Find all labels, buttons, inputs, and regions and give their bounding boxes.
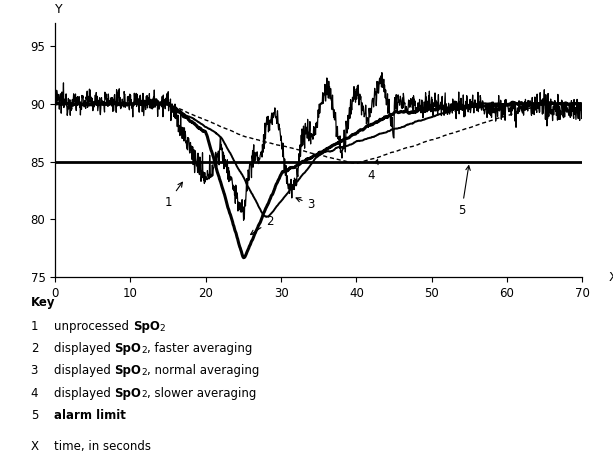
Text: 1: 1 — [31, 320, 38, 333]
Text: , faster averaging: , faster averaging — [147, 342, 253, 355]
Text: 4: 4 — [31, 387, 38, 400]
Text: , slower averaging: , slower averaging — [147, 387, 256, 400]
Text: displayed: displayed — [54, 365, 115, 377]
Text: 2: 2 — [142, 368, 147, 377]
Text: 3: 3 — [296, 198, 315, 211]
Text: SpO: SpO — [115, 342, 142, 355]
Text: 4: 4 — [368, 160, 378, 182]
Text: alarm limit: alarm limit — [54, 409, 126, 422]
Text: 2: 2 — [159, 324, 165, 333]
Text: 5: 5 — [458, 166, 470, 217]
Text: displayed: displayed — [54, 342, 115, 355]
Text: 2: 2 — [142, 346, 147, 355]
Text: 2: 2 — [31, 342, 38, 355]
Text: 5: 5 — [31, 409, 38, 422]
Text: 2: 2 — [142, 390, 147, 399]
Text: 2: 2 — [251, 215, 273, 235]
Text: , normal averaging: , normal averaging — [147, 365, 259, 377]
Text: Key: Key — [31, 296, 55, 309]
Text: Y: Y — [55, 3, 63, 16]
Text: X: X — [31, 440, 39, 453]
Text: displayed: displayed — [54, 387, 115, 400]
Text: unprocessed: unprocessed — [54, 320, 132, 333]
Text: SpO: SpO — [115, 365, 142, 377]
Text: X: X — [609, 271, 613, 284]
Text: 3: 3 — [31, 365, 38, 377]
Text: SpO: SpO — [115, 387, 142, 400]
Text: time, in seconds: time, in seconds — [54, 440, 151, 453]
Text: SpO: SpO — [132, 320, 159, 333]
Text: 1: 1 — [164, 182, 182, 208]
